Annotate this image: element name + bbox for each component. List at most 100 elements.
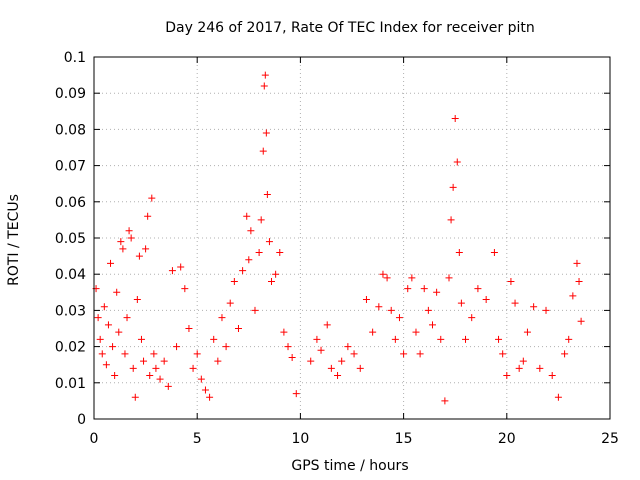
data-point: [239, 267, 247, 275]
data-point: [457, 299, 465, 307]
tick-labels: 0 5 10 15 20 25 0 0.01 0.02 0.03 0.04 0.05 0.06 0.07 0…: [55, 50, 619, 447]
data-point: [453, 158, 461, 166]
data-point: [490, 248, 498, 256]
data-point: [428, 321, 436, 329]
data-point: [262, 129, 270, 137]
data-point: [495, 335, 503, 343]
data-point: [462, 335, 470, 343]
data-point: [356, 364, 364, 372]
x-tick-label: 25: [601, 431, 619, 447]
data-point: [569, 292, 577, 300]
data-point: [125, 227, 133, 235]
data-point: [137, 335, 145, 343]
y-tick-label: 0.1: [64, 50, 86, 66]
data-point: [226, 299, 234, 307]
data-point: [189, 364, 197, 372]
data-point: [243, 212, 251, 220]
data-point: [536, 364, 544, 372]
axis-ticks: [93, 56, 611, 420]
data-point: [268, 277, 276, 285]
data-point: [288, 353, 296, 361]
data-point: [102, 361, 110, 369]
data-point: [323, 321, 331, 329]
data-point: [257, 216, 265, 224]
data-point: [344, 343, 352, 351]
data-point: [307, 357, 315, 365]
data-point: [362, 296, 370, 304]
data-point: [152, 364, 160, 372]
data-point: [317, 346, 325, 354]
y-tick-label: 0.05: [55, 231, 86, 247]
data-point: [94, 314, 102, 322]
data-point: [100, 303, 108, 311]
data-point: [193, 350, 201, 358]
x-tick-label: 20: [498, 431, 516, 447]
data-point: [140, 357, 148, 365]
data-point: [511, 299, 519, 307]
data-point: [565, 335, 573, 343]
data-point: [499, 350, 507, 358]
x-tick-label: 15: [395, 431, 413, 447]
data-point: [455, 248, 463, 256]
data-point: [449, 183, 457, 191]
y-tick-label: 0.09: [55, 86, 86, 102]
data-point: [276, 248, 284, 256]
data-point: [313, 335, 321, 343]
data-point: [109, 343, 117, 351]
data-point: [404, 285, 412, 293]
data-point: [350, 350, 358, 358]
data-point: [131, 393, 139, 401]
data-point: [177, 263, 185, 271]
data-point: [515, 364, 523, 372]
data-point: [218, 314, 226, 322]
data-point: [123, 314, 131, 322]
data-point: [98, 350, 106, 358]
data-point: [272, 270, 280, 278]
data-point: [261, 71, 269, 79]
data-point: [408, 274, 416, 282]
data-point: [127, 234, 135, 242]
y-tick-label: 0.03: [55, 303, 86, 319]
y-tick-label: 0.04: [55, 267, 86, 283]
data-point: [185, 325, 193, 332]
data-point: [412, 328, 420, 336]
data-point: [142, 245, 150, 253]
data-point: [168, 267, 176, 275]
x-tick-label: 0: [90, 431, 99, 447]
data-point: [115, 328, 123, 336]
grid-lines: [94, 57, 610, 419]
data-point: [245, 256, 253, 264]
data-point: [554, 393, 562, 401]
data-point: [507, 277, 515, 285]
x-tick-label: 5: [193, 431, 202, 447]
data-point: [577, 317, 585, 325]
data-point: [542, 306, 550, 314]
data-point: [424, 306, 432, 314]
y-tick-label: 0.01: [55, 376, 86, 392]
data-point: [263, 191, 271, 199]
data-point: [265, 238, 273, 246]
data-points: [92, 71, 585, 405]
data-point: [338, 357, 346, 365]
data-point: [292, 390, 300, 398]
data-point: [548, 372, 556, 380]
data-point: [447, 216, 455, 224]
data-point: [150, 350, 158, 358]
data-point: [379, 270, 387, 278]
data-point: [375, 303, 383, 311]
data-point: [119, 245, 127, 253]
data-point: [121, 350, 129, 358]
data-point: [197, 375, 205, 383]
data-point: [391, 335, 399, 343]
y-tick-label: 0.08: [55, 122, 86, 138]
x-axis-label: GPS time / hours: [291, 458, 408, 474]
data-point: [104, 321, 112, 329]
y-tick-label: 0.02: [55, 340, 86, 356]
data-point: [445, 274, 453, 282]
data-point: [441, 397, 449, 405]
data-point: [251, 306, 259, 314]
data-point: [214, 357, 222, 365]
data-point: [144, 212, 152, 220]
